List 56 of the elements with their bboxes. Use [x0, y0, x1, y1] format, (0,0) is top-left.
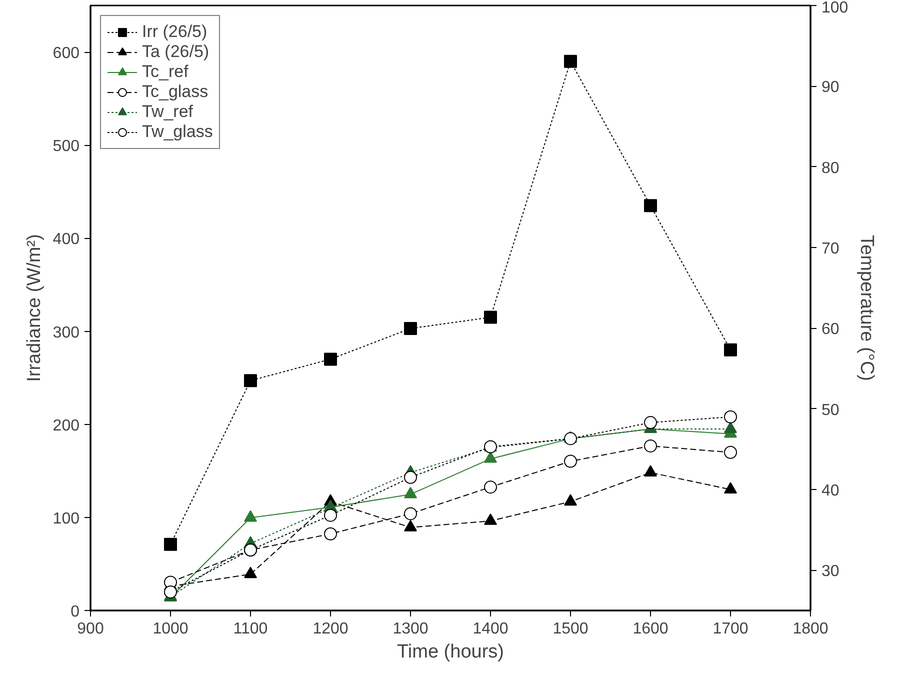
point	[164, 538, 177, 551]
point	[644, 199, 657, 212]
y2-tick-label: 50	[822, 402, 840, 419]
legend-label: Tw_glass	[142, 122, 213, 142]
legend-label: Tc_ref	[142, 62, 188, 82]
point	[564, 432, 577, 446]
y-tick-label: 100	[52, 510, 80, 528]
point	[484, 310, 497, 324]
x-tick-label: 900	[77, 620, 104, 638]
point	[724, 343, 737, 356]
x-tick-label: 1800	[792, 620, 828, 638]
point	[644, 465, 657, 477]
y2-tick-label: 70	[822, 240, 840, 258]
point	[724, 422, 737, 433]
point	[644, 416, 657, 430]
legend-label: Irr (26/5)	[142, 22, 208, 42]
point	[724, 482, 737, 494]
y2-tick-label: 90	[822, 79, 840, 96]
y2-tick-label: 60	[822, 321, 840, 338]
y-tick-label: 400	[52, 231, 80, 248]
legend-label: Tw_ref	[142, 102, 194, 122]
x-tick-label: 1300	[392, 620, 428, 638]
y-tick-label: 200	[52, 417, 80, 434]
y2-tick-label: 30	[822, 563, 840, 580]
point	[404, 486, 417, 498]
y-tick-label: 500	[52, 138, 80, 156]
y2-tick-label: 80	[822, 160, 840, 177]
x-tick-label: 1200	[312, 620, 348, 638]
point	[164, 585, 177, 598]
point	[404, 520, 417, 532]
point	[324, 352, 337, 366]
point	[244, 566, 257, 578]
x-tick-label: 1500	[552, 620, 588, 638]
point	[404, 322, 417, 335]
legend-label: Ta (26/5)	[142, 42, 210, 62]
x-tick-label: 1100	[233, 620, 268, 638]
x-tick-label: 1000	[152, 620, 188, 638]
x-tick-label: 1600	[632, 620, 668, 638]
x-axis-title: Time (hours)	[397, 642, 504, 662]
y-tick-label: 0	[70, 604, 80, 620]
y2-tick-label: 40	[822, 482, 840, 500]
point	[404, 470, 417, 484]
y2-axis-title: Temperature (°C)	[856, 235, 878, 381]
y2-tick-label: 100	[822, 0, 848, 16]
point	[244, 510, 257, 522]
x-tick-label: 1400	[472, 620, 508, 638]
point	[244, 374, 257, 388]
y-axis-title: Irradiance (W/m²)	[24, 234, 45, 382]
y-tick-label: 300	[52, 324, 80, 342]
point	[564, 494, 577, 506]
y-tick-label: 600	[52, 45, 80, 62]
legend-label: Tc_glass	[142, 82, 208, 102]
point	[564, 54, 577, 68]
x-tick-label: 1700	[712, 620, 748, 638]
point	[324, 508, 337, 522]
point	[484, 514, 497, 525]
